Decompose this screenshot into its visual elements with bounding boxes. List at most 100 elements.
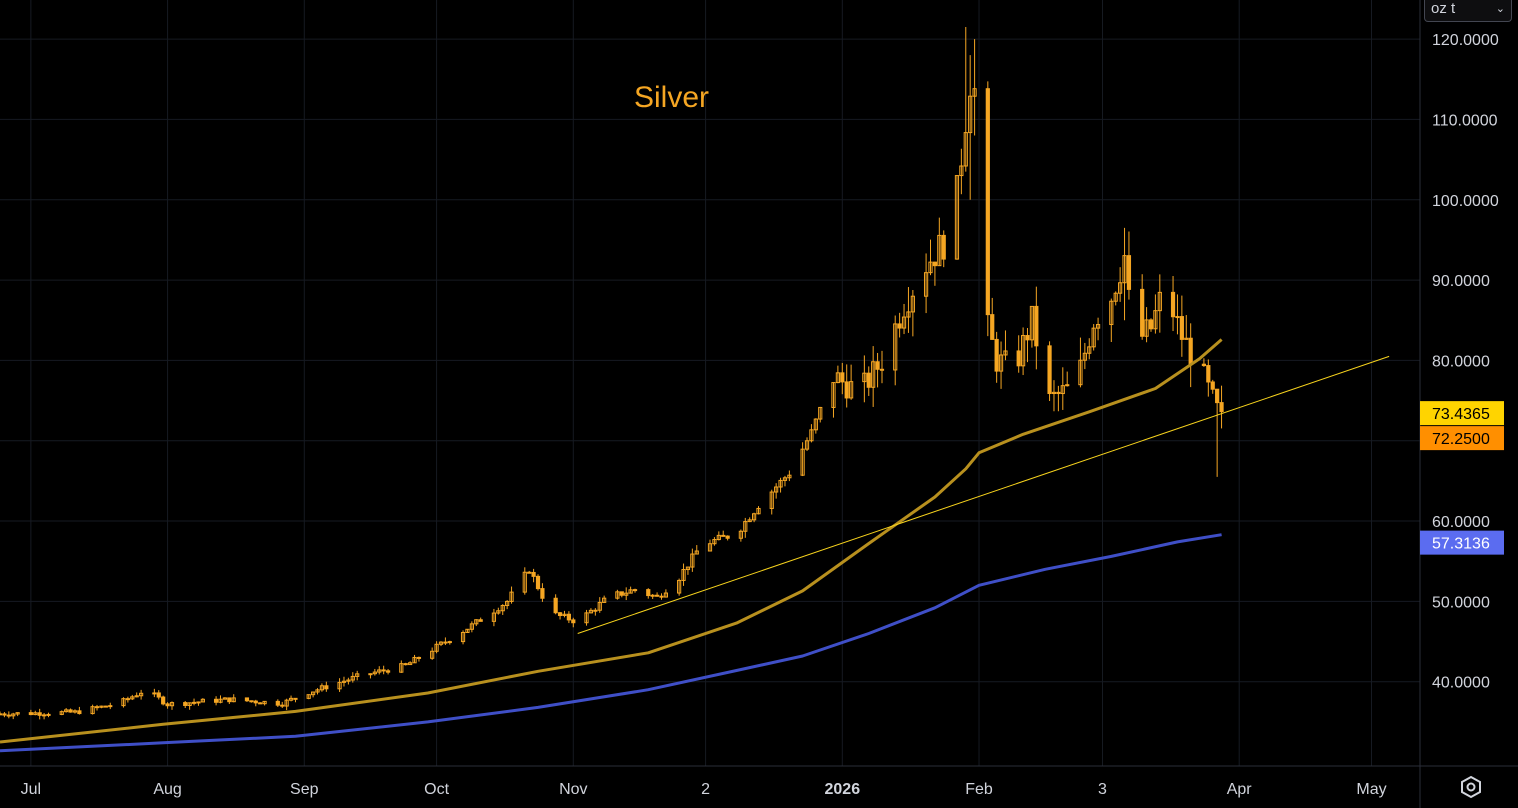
candle-body xyxy=(191,701,197,704)
candle-body xyxy=(998,354,1004,372)
candle-body xyxy=(677,579,682,594)
candle-body xyxy=(139,692,144,697)
candle-body xyxy=(1170,291,1176,318)
candle-body xyxy=(6,714,11,717)
candle-body xyxy=(597,601,602,611)
y-tick-label: 110.0000 xyxy=(1432,112,1498,129)
candle-body xyxy=(1188,337,1193,365)
candle-body xyxy=(1148,319,1154,330)
candle-body xyxy=(99,705,104,708)
candle-body xyxy=(959,165,964,177)
candle-body xyxy=(222,697,228,700)
candle-body xyxy=(311,691,316,696)
candle-body xyxy=(183,702,188,706)
candle-body xyxy=(584,612,589,624)
trendline[interactable] xyxy=(577,355,1390,634)
candle-body xyxy=(1087,346,1092,354)
candle-body xyxy=(663,592,669,598)
candle-body xyxy=(650,594,655,597)
candle-body xyxy=(169,702,175,707)
candle-body xyxy=(738,530,743,539)
candle-body xyxy=(654,594,660,597)
candle-body xyxy=(262,700,267,705)
y-tick-label: 80.0000 xyxy=(1432,353,1490,370)
candle-body xyxy=(1109,300,1114,326)
x-tick-label: Nov xyxy=(559,781,587,798)
candle-body xyxy=(258,702,263,705)
candle-body xyxy=(77,710,82,715)
candle-body xyxy=(505,600,510,607)
candle-body xyxy=(571,619,576,624)
candlestick-series xyxy=(0,27,1224,720)
candle-body xyxy=(875,361,880,370)
candle-body xyxy=(954,175,960,260)
candle-body xyxy=(443,641,448,644)
candle-body xyxy=(835,372,840,384)
candle-body xyxy=(72,710,78,713)
settings-button[interactable] xyxy=(1458,774,1484,800)
candle-body xyxy=(994,338,999,372)
x-tick-label: Jul xyxy=(21,781,41,798)
candle-body xyxy=(152,692,157,695)
candle-body xyxy=(1065,384,1070,387)
x-tick-label: 3 xyxy=(1098,781,1107,798)
candle-body xyxy=(985,88,990,316)
candle-body xyxy=(1157,291,1162,312)
price-label-bg xyxy=(1420,426,1504,451)
candle-body xyxy=(408,662,413,666)
candle-body xyxy=(685,566,691,571)
candle-body xyxy=(1122,255,1127,284)
candle-body xyxy=(1201,363,1207,367)
candle-body xyxy=(535,575,541,590)
candle-body xyxy=(800,448,805,476)
price-label-text: 73.4365 xyxy=(1432,406,1490,423)
candle-body xyxy=(1179,316,1184,340)
candle-body xyxy=(41,714,47,717)
candle-body xyxy=(615,591,620,599)
candle-body xyxy=(588,609,594,614)
candle-body xyxy=(628,589,633,594)
unit-selector[interactable]: oz t ⌄ xyxy=(1424,0,1512,22)
candle-body xyxy=(465,628,470,634)
candle-body xyxy=(1021,335,1026,367)
candle-body xyxy=(659,595,664,598)
candle-body xyxy=(1091,327,1096,348)
candle-body xyxy=(284,699,289,707)
candle-body xyxy=(906,311,911,318)
candle-body xyxy=(778,479,783,488)
x-tick-label: Aug xyxy=(153,781,181,798)
price-label-text: 57.3136 xyxy=(1432,536,1490,553)
candle-body xyxy=(59,711,64,715)
candle-body xyxy=(187,702,192,706)
candle-body xyxy=(103,705,108,708)
candle-body xyxy=(866,372,871,388)
candle-body xyxy=(381,669,386,672)
candle-body xyxy=(681,569,686,581)
candle-body xyxy=(871,361,876,388)
candle-body xyxy=(901,316,907,329)
candle-body xyxy=(377,669,382,673)
candle-body xyxy=(33,712,38,716)
candle-body xyxy=(756,507,761,515)
candle-body xyxy=(1060,385,1065,395)
candle-body xyxy=(963,132,968,167)
candle-body xyxy=(213,698,219,703)
candle-body xyxy=(341,680,347,683)
x-tick-label: Feb xyxy=(965,781,993,798)
price-label: 72.2500 xyxy=(1420,426,1504,451)
candle-body xyxy=(721,534,726,537)
candle-body xyxy=(324,685,329,690)
price-label-text: 72.2500 xyxy=(1432,431,1490,448)
candle-body xyxy=(804,440,810,450)
candle-body xyxy=(818,406,823,420)
candle-body xyxy=(403,663,408,666)
candle-body xyxy=(844,381,849,399)
candle-body xyxy=(434,643,439,652)
candle-body xyxy=(593,609,598,612)
candle-body xyxy=(90,706,95,715)
candle-body xyxy=(624,592,629,596)
candle-body xyxy=(346,679,351,682)
